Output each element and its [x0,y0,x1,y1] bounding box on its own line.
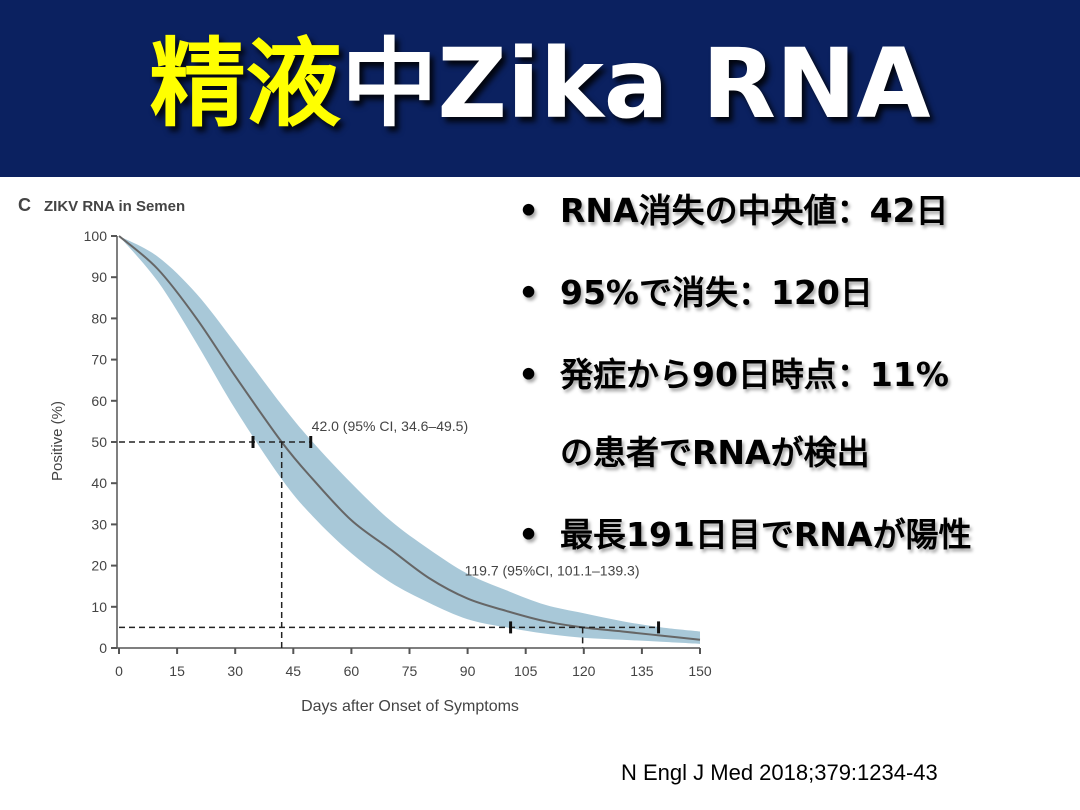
y-tick-label: 50 [91,434,107,450]
x-tick-label: 90 [460,663,476,679]
y-tick-label: 60 [91,393,107,409]
y-tick-label: 70 [91,352,107,368]
y-tick-label: 20 [91,558,107,574]
y-tick-label: 0 [99,640,107,656]
estimate-line [118,235,701,641]
y-tick-label: 40 [91,475,107,491]
x-tick-label: 75 [402,663,418,679]
x-tick-label: 150 [688,663,712,679]
bullet-dot: • [518,355,540,394]
bullet-item: • 最長191日目でRNAが陽性 [512,514,971,556]
title-bar [0,0,1080,177]
slide-title-rest: 中Zika RNA [341,28,931,140]
reference-label: 119.7 (95%CI, 101.1–139.3) [465,562,640,578]
x-axis-label: Days after Onset of Symptoms [301,698,519,715]
x-tick-label: 0 [115,663,123,679]
bullet-item: • 95%で消失：120日 [512,272,971,314]
bullet-dot: • [518,191,540,230]
bullet-item: • RNA消失の中央値：42日 [512,190,971,232]
y-axis-label: Positive (%) [49,401,66,481]
bullet-dot: • [518,515,540,554]
bullet-item: • 発症から90日時点：11% の患者でRNAが検出 [512,354,971,474]
x-tick-label: 60 [344,663,360,679]
y-tick-label: 30 [91,516,107,532]
survival-chart: C ZIKV RNA in Semen 0 10 20 30 40 50 60 70 80 90 1… [18,195,712,715]
plot-area: 0 10 20 30 40 50 60 70 80 90 100 0 15 30 45 60 75 90 105 12… [84,228,712,679]
slide-title-highlight: 精液 [149,28,342,140]
reference-label: 42.0 (95% CI, 34.6–49.5) [312,418,468,434]
x-tick-label: 45 [286,663,302,679]
bullet-text: 発症から90日時点：11% [560,355,949,394]
slide-title: 精液中Zika RNA [0,28,1080,140]
y-tick-label: 10 [91,599,107,615]
bullet-list: • RNA消失の中央値：42日 • 95%で消失：120日 • 発症から90日時点：1… [512,190,971,596]
x-tick-label: 30 [227,663,243,679]
x-tick-label: 120 [572,663,596,679]
confidence-band [119,236,700,644]
bullet-dot: • [518,273,540,312]
y-tick-label: 100 [84,228,108,244]
panel-label: C [18,195,31,215]
x-tick-label: 15 [169,663,185,679]
x-tick-label: 135 [630,663,654,679]
chart-title: ZIKV RNA in Semen [44,198,185,215]
bullet-text: 最長191日目でRNAが陽性 [560,515,972,554]
bullet-text: RNA消失の中央値：42日 [560,191,949,230]
y-tick-label: 90 [91,269,107,285]
bullet-text: 95%で消失：120日 [560,273,873,312]
bullet-text-continued: の患者でRNAが検出 [560,433,870,472]
citation: N Engl J Med 2018;379:1234-43 [621,760,938,785]
y-tick-label: 80 [91,310,107,326]
x-tick-label: 105 [514,663,538,679]
